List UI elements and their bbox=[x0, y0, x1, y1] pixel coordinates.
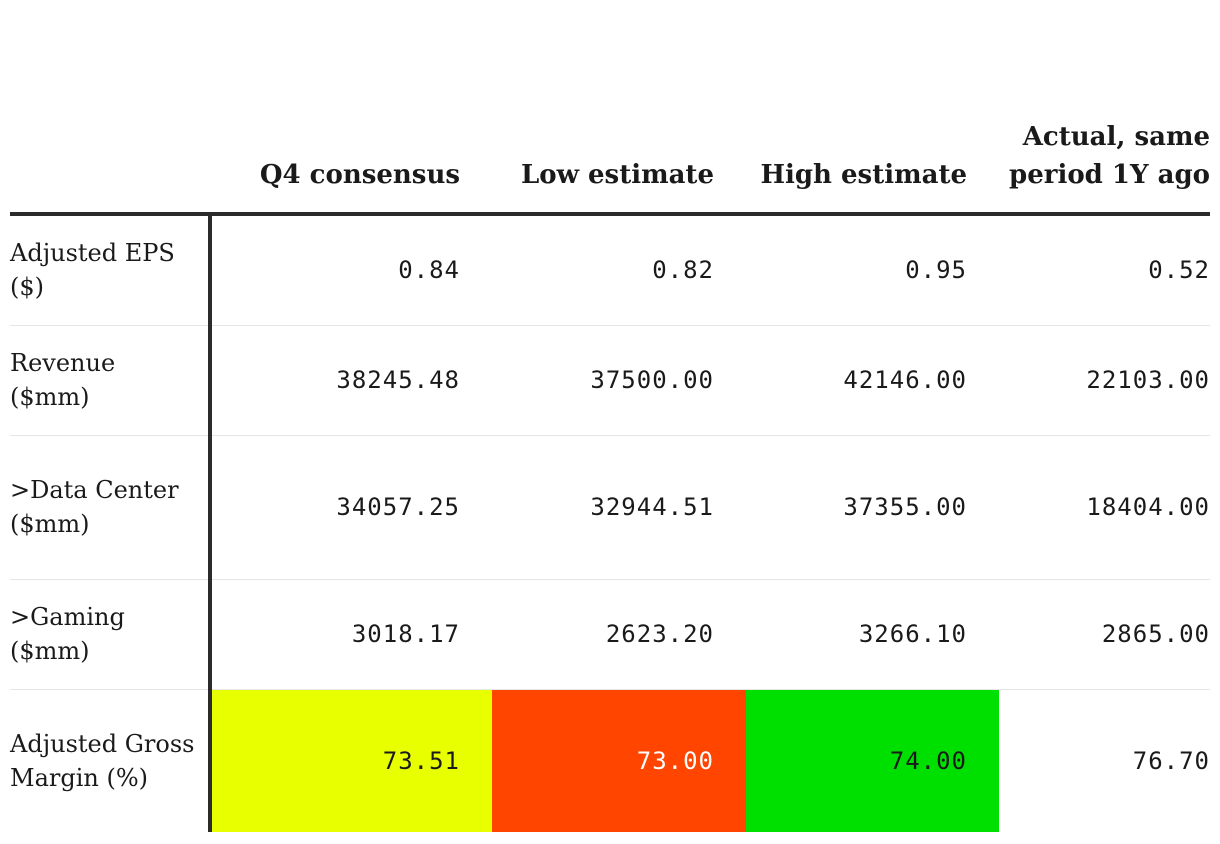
cell-high-estimate: 42146.00 bbox=[746, 325, 999, 436]
cell-actual-prior-year: 0.52 bbox=[999, 214, 1210, 326]
estimates-table: Q4 consensus Low estimate High estimate … bbox=[10, 0, 1210, 832]
row-label-revenue: Revenue ($mm) bbox=[10, 325, 212, 436]
table-row: >Data Center ($mm) 34057.25 32944.51 373… bbox=[10, 435, 1210, 580]
header-high-estimate: High estimate bbox=[746, 0, 999, 216]
table-row: Adjusted EPS ($) 0.84 0.82 0.95 0.52 bbox=[10, 214, 1210, 326]
table-row: >Gaming ($mm) 3018.17 2623.20 3266.10 28… bbox=[10, 579, 1210, 690]
header-row: Q4 consensus Low estimate High estimate … bbox=[10, 0, 1210, 216]
table-row: Adjusted Gross Margin (%) 73.51 73.00 74… bbox=[10, 689, 1210, 832]
cell-low-estimate: 2623.20 bbox=[492, 579, 746, 690]
cell-q4-consensus-highlight: 73.51 bbox=[210, 689, 492, 832]
header-corner bbox=[10, 0, 210, 216]
cell-actual-prior-year: 76.70 bbox=[1132, 746, 1210, 775]
cell-high-estimate-highlight: 74.00 bbox=[746, 689, 999, 832]
cell-low-estimate: 32944.51 bbox=[492, 435, 746, 580]
row-label-adjusted-eps: Adjusted EPS ($) bbox=[10, 214, 212, 326]
row-label-adjusted-gross-margin: Adjusted Gross Margin (%) bbox=[10, 689, 212, 832]
cell-high-estimate: 3266.10 bbox=[746, 579, 999, 690]
cell-q4-consensus: 0.84 bbox=[210, 214, 492, 326]
cell-actual-prior-year: 2865.00 bbox=[999, 579, 1210, 690]
header-low-estimate: Low estimate bbox=[492, 0, 746, 216]
cell-actual-prior-year: 22103.00 bbox=[999, 325, 1210, 436]
cell-actual-prior-year: 18404.00 bbox=[999, 435, 1210, 580]
cell-high-estimate: 0.95 bbox=[746, 214, 999, 326]
row-label-data-center: >Data Center ($mm) bbox=[10, 435, 212, 580]
cell-low-estimate: 37500.00 bbox=[492, 325, 746, 436]
cell-low-estimate: 0.82 bbox=[492, 214, 746, 326]
cell-q4-consensus: 34057.25 bbox=[210, 435, 492, 580]
cell-high-estimate: 37355.00 bbox=[746, 435, 999, 580]
row-label-gaming: >Gaming ($mm) bbox=[10, 579, 212, 690]
table-row: Revenue ($mm) 38245.48 37500.00 42146.00… bbox=[10, 325, 1210, 436]
table-header: Q4 consensus Low estimate High estimate … bbox=[10, 0, 1210, 216]
cell-q4-consensus: 3018.17 bbox=[210, 579, 492, 690]
header-actual-prior-year: Actual, same period 1Y ago bbox=[999, 0, 1210, 216]
cell-low-estimate-highlight: 73.00 bbox=[492, 689, 746, 832]
table-body: Adjusted EPS ($) 0.84 0.82 0.95 0.52 Rev… bbox=[10, 214, 1210, 832]
cell-q4-consensus: 38245.48 bbox=[210, 325, 492, 436]
header-q4-consensus: Q4 consensus bbox=[210, 0, 492, 216]
